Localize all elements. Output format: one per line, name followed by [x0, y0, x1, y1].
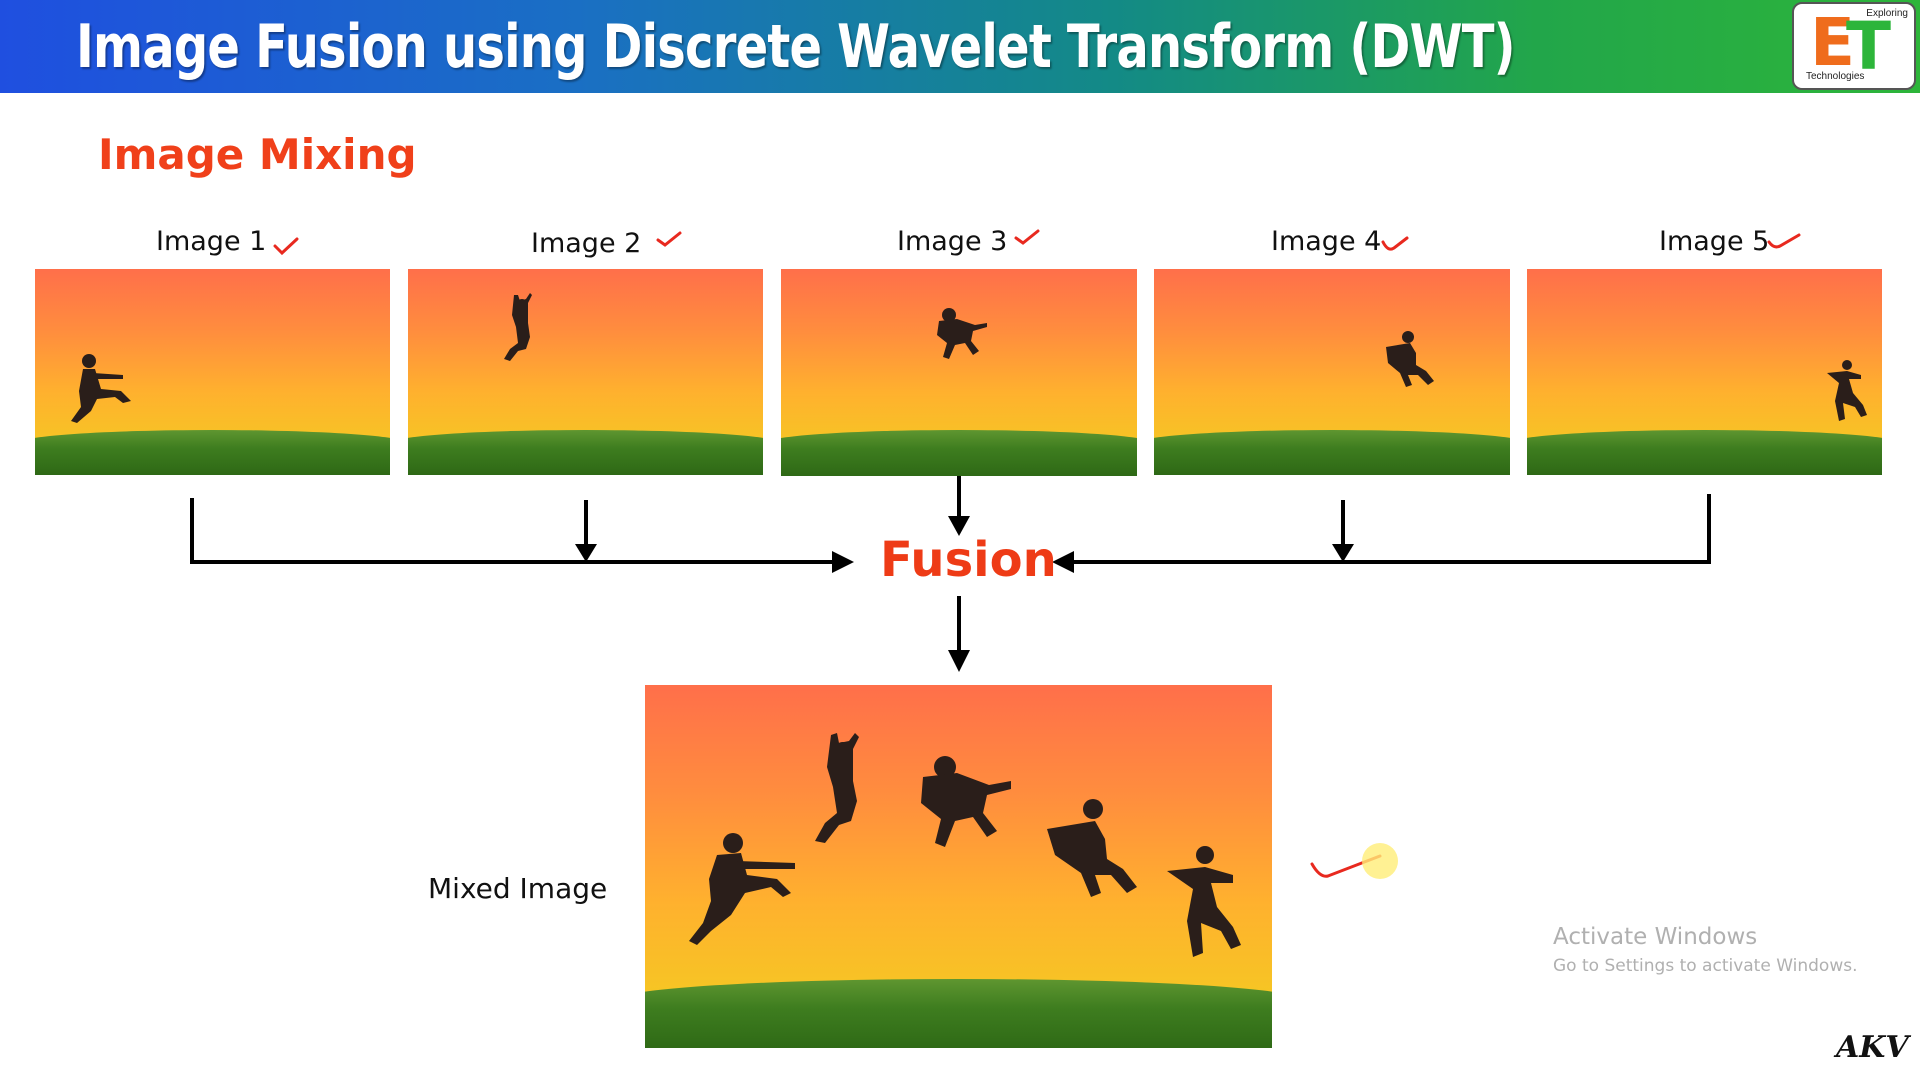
image-2-thumbnail — [408, 269, 763, 475]
arrow-down-icon — [948, 516, 970, 536]
watermark-subtitle: Go to Settings to activate Windows. — [1553, 956, 1858, 976]
grass — [1527, 429, 1882, 475]
connector-line — [190, 498, 194, 564]
jumper-silhouette — [937, 308, 987, 359]
image-3-label: Image 3 — [897, 226, 1008, 257]
grass — [1154, 429, 1510, 475]
logo-letter-t: T — [1846, 8, 1892, 85]
check-mark-icon — [1767, 233, 1801, 249]
grass — [408, 429, 763, 475]
jumper-silhouette — [504, 293, 532, 361]
jumper-silhouette — [689, 833, 795, 945]
title-banner: Image Fusion using Discrete Wavelet Tran… — [0, 0, 1920, 93]
arrow-down-icon — [1332, 544, 1354, 562]
arrow-down-icon — [948, 650, 970, 672]
connector-line — [1068, 560, 1711, 564]
fusion-label: Fusion — [880, 532, 1057, 588]
grass — [35, 429, 390, 475]
jumper-silhouette — [1827, 360, 1867, 421]
connector-line — [1341, 500, 1345, 550]
image-4-thumbnail — [1154, 269, 1510, 475]
connector-line — [957, 476, 961, 520]
slide-title: Image Fusion using Discrete Wavelet Tran… — [76, 12, 1516, 82]
image-5-thumbnail — [1527, 269, 1882, 475]
connector-line — [1707, 494, 1711, 564]
image-4-label: Image 4 — [1271, 226, 1382, 257]
watermark-title: Activate Windows — [1553, 924, 1758, 950]
check-mark-icon — [1310, 854, 1382, 878]
mixed-image — [645, 685, 1272, 1048]
connector-line — [957, 596, 961, 652]
author-signature: AKV — [1836, 1030, 1909, 1065]
connector-line — [190, 560, 842, 564]
jumper-silhouette — [1047, 799, 1137, 897]
exploring-technologies-logo: E T Exploring Technologies — [1792, 2, 1916, 90]
logo-letter-e: E — [1810, 4, 1856, 81]
check-mark-icon — [273, 237, 299, 256]
section-heading: Image Mixing — [98, 130, 417, 179]
cursor-highlight — [1362, 843, 1398, 879]
jumper-silhouette — [815, 733, 859, 843]
check-mark-icon — [656, 231, 682, 247]
jumper-silhouette — [1386, 331, 1434, 387]
grass — [645, 979, 1272, 1048]
image-3-thumbnail — [781, 269, 1137, 476]
image-1-thumbnail — [35, 269, 390, 475]
grass — [781, 430, 1137, 476]
activate-windows-watermark: Activate Windows Go to Settings to activ… — [1553, 924, 1858, 976]
jumper-silhouette — [921, 756, 1011, 847]
check-mark-icon — [1014, 229, 1040, 245]
connector-line — [584, 500, 588, 550]
arrow-left-icon — [1052, 551, 1074, 573]
mixed-image-label: Mixed Image — [428, 872, 608, 905]
image-5-label: Image 5 — [1659, 226, 1770, 257]
jumper-silhouette — [71, 354, 131, 423]
arrow-down-icon — [575, 544, 597, 562]
logo-top-text: Exploring — [1866, 8, 1908, 19]
image-1-label: Image 1 — [156, 226, 267, 257]
check-mark-icon — [1381, 236, 1409, 251]
arrow-right-icon — [832, 551, 854, 573]
jumper-silhouette — [1167, 846, 1241, 957]
logo-bottom-text: Technologies — [1806, 71, 1865, 82]
image-2-label: Image 2 — [531, 228, 642, 259]
